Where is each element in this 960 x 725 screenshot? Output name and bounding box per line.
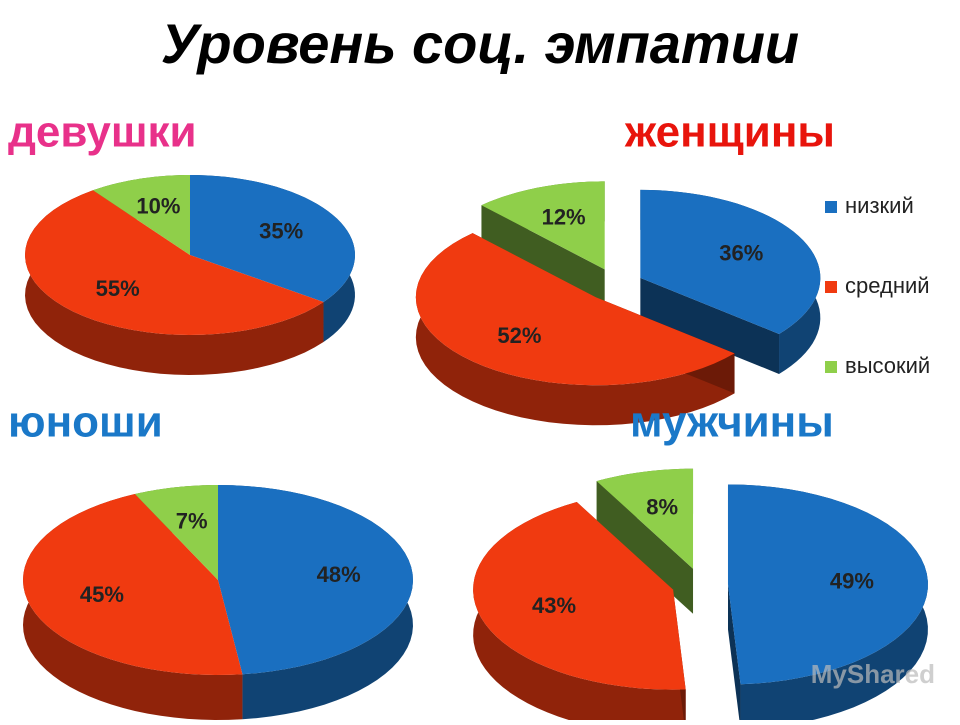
slice bbox=[190, 175, 355, 303]
legend-label: средний bbox=[845, 273, 930, 298]
slice bbox=[23, 494, 243, 675]
data-label: 52% bbox=[497, 323, 541, 348]
data-label: 49% bbox=[830, 568, 874, 593]
slice bbox=[25, 190, 324, 335]
data-label: 43% bbox=[532, 593, 576, 618]
data-label: 45% bbox=[80, 582, 124, 607]
chart-title: юноши bbox=[8, 398, 163, 447]
pie: 35% 55% 10% bbox=[25, 175, 355, 375]
slice bbox=[218, 485, 413, 675]
legend-swatch bbox=[825, 281, 837, 293]
data-label: 55% bbox=[96, 276, 140, 301]
chart-title: женщины bbox=[624, 108, 835, 157]
pie: 48% 45% 7% bbox=[23, 485, 413, 720]
slice-side bbox=[25, 190, 324, 375]
chart-title: мужчины bbox=[630, 398, 834, 447]
slice-side bbox=[415, 233, 735, 426]
data-label: 8% bbox=[646, 494, 678, 519]
data-label: 35% bbox=[259, 218, 303, 243]
legend-swatch bbox=[825, 201, 837, 213]
slice bbox=[640, 189, 821, 334]
legend-label: высокий bbox=[845, 353, 930, 378]
chart-title: девушки bbox=[8, 108, 197, 157]
slice-cut bbox=[481, 205, 605, 310]
slice bbox=[596, 468, 694, 569]
slice-cut bbox=[640, 277, 780, 374]
slice bbox=[93, 175, 190, 255]
watermark: MyShared bbox=[811, 659, 935, 689]
slice bbox=[415, 233, 735, 386]
data-label: 10% bbox=[136, 194, 180, 219]
pie: 36% 52% 12% bbox=[415, 181, 821, 426]
legend-swatch bbox=[825, 361, 837, 373]
page-title: Уровень соц. эмпатии bbox=[161, 12, 799, 75]
data-label: 12% bbox=[542, 204, 586, 229]
slice-cut bbox=[727, 584, 741, 725]
slice-cut bbox=[596, 481, 694, 614]
slice bbox=[481, 181, 605, 270]
data-label: 36% bbox=[719, 240, 763, 265]
slice bbox=[727, 484, 928, 685]
pie: 49% 43% 8% bbox=[473, 468, 928, 725]
data-label: 7% bbox=[176, 508, 208, 533]
data-label: 48% bbox=[317, 562, 361, 587]
slice bbox=[134, 485, 218, 580]
slice bbox=[473, 502, 686, 690]
legend-label: низкий bbox=[845, 193, 914, 218]
